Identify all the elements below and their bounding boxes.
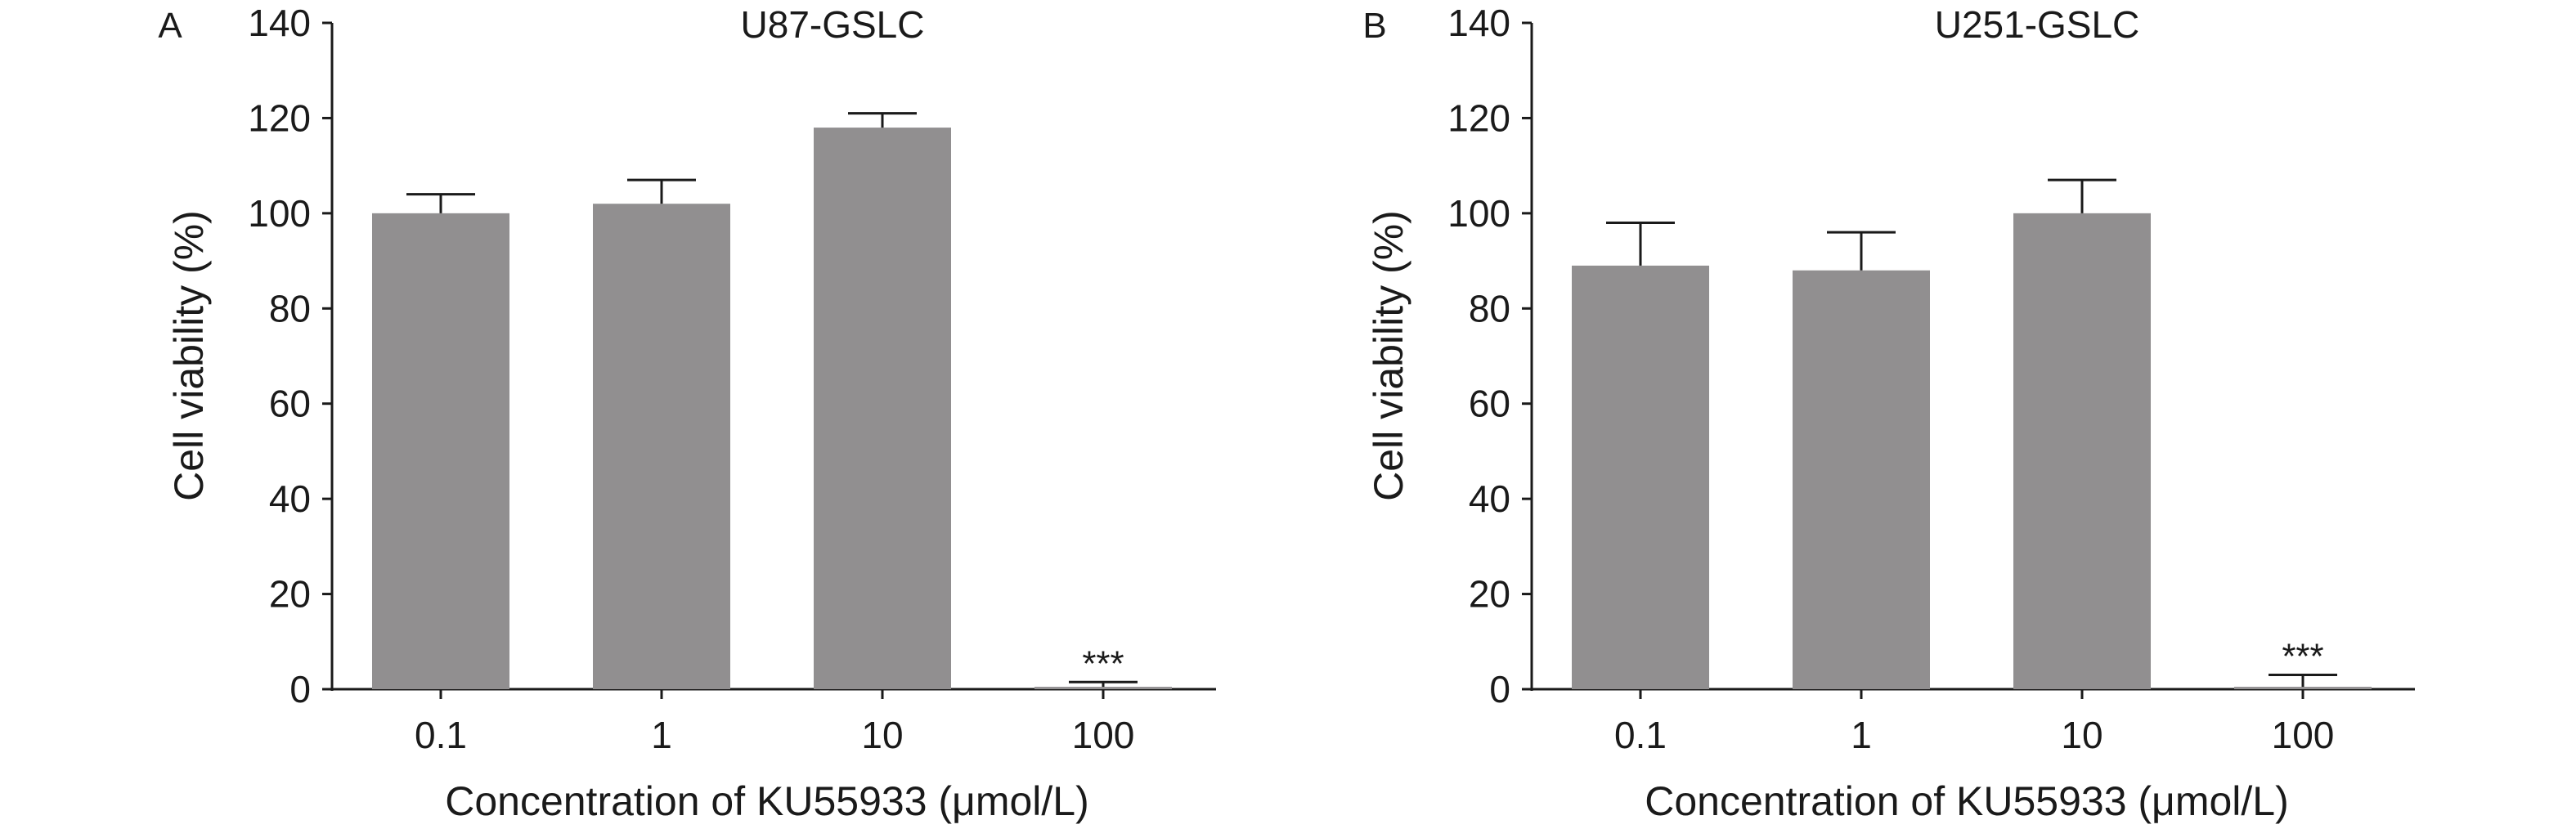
panel-a-letter: A — [158, 6, 182, 46]
x-tick-label: 10 — [861, 714, 903, 756]
y-tick-label: 40 — [269, 477, 311, 520]
bar-1 — [593, 204, 730, 689]
bar-100 — [1034, 687, 1172, 689]
x-tick-label: 0.1 — [415, 714, 467, 756]
y-tick-label: 20 — [269, 573, 311, 616]
significance-label: *** — [1082, 643, 1124, 683]
panel-b-bars: 0.1 1 10 100 *** — [1572, 178, 2372, 756]
panel-a-y-ticks: 0 20 40 60 80 100 120 140 — [248, 2, 332, 710]
bar-10 — [2013, 213, 2151, 689]
panel-b-y-axis-title: Cell viability (%) — [1366, 210, 1411, 501]
panel-b-x-axis-title: Concentration of KU55933 (μmol/L) — [1645, 778, 2289, 824]
panel-a-x-axis-title: Concentration of KU55933 (μmol/L) — [445, 778, 1089, 824]
panel-b-title: U251-GSLC — [1935, 3, 2140, 46]
panel-a-y-axis-title: Cell viability (%) — [166, 210, 212, 501]
y-tick-label: 140 — [1447, 2, 1510, 44]
y-tick-label: 100 — [248, 192, 311, 235]
x-tick-label: 10 — [2061, 714, 2103, 756]
x-tick-label: 0.1 — [1614, 714, 1667, 756]
y-tick-label: 20 — [1469, 573, 1510, 616]
bar-100 — [2234, 687, 2372, 689]
bar-0.1 — [372, 213, 509, 689]
y-tick-label: 60 — [269, 383, 311, 425]
y-tick-label: 0 — [1489, 668, 1510, 710]
panel-a-bars: 0.1 1 10 100 *** — [372, 112, 1172, 756]
bar-1 — [1793, 270, 1930, 689]
panel-a: A U87-GSLC Cell viability (%) Concentrat… — [158, 2, 1216, 824]
y-tick-label: 80 — [1469, 287, 1510, 329]
x-tick-label: 1 — [1851, 714, 1872, 756]
bar-0.1 — [1572, 265, 1709, 690]
panel-b-y-ticks: 0 20 40 60 80 100 120 140 — [1447, 2, 1532, 710]
y-tick-label: 0 — [289, 668, 311, 710]
y-tick-label: 60 — [1469, 383, 1510, 425]
panel-b-letter: B — [1362, 6, 1386, 46]
x-tick-label: 1 — [651, 714, 672, 756]
y-tick-label: 140 — [248, 2, 311, 44]
y-tick-label: 40 — [1469, 477, 1510, 520]
y-tick-label: 120 — [1447, 96, 1510, 139]
bar-10 — [814, 128, 951, 690]
x-tick-label: 100 — [2272, 714, 2335, 756]
panel-b: B U251-GSLC Cell viability (%) Concentra… — [1362, 2, 2415, 824]
y-tick-label: 80 — [269, 287, 311, 329]
x-tick-label: 100 — [1072, 714, 1135, 756]
y-tick-label: 100 — [1447, 192, 1510, 235]
significance-label: *** — [2282, 637, 2323, 677]
panel-a-title: U87-GSLC — [741, 3, 925, 46]
y-tick-label: 120 — [248, 96, 311, 139]
